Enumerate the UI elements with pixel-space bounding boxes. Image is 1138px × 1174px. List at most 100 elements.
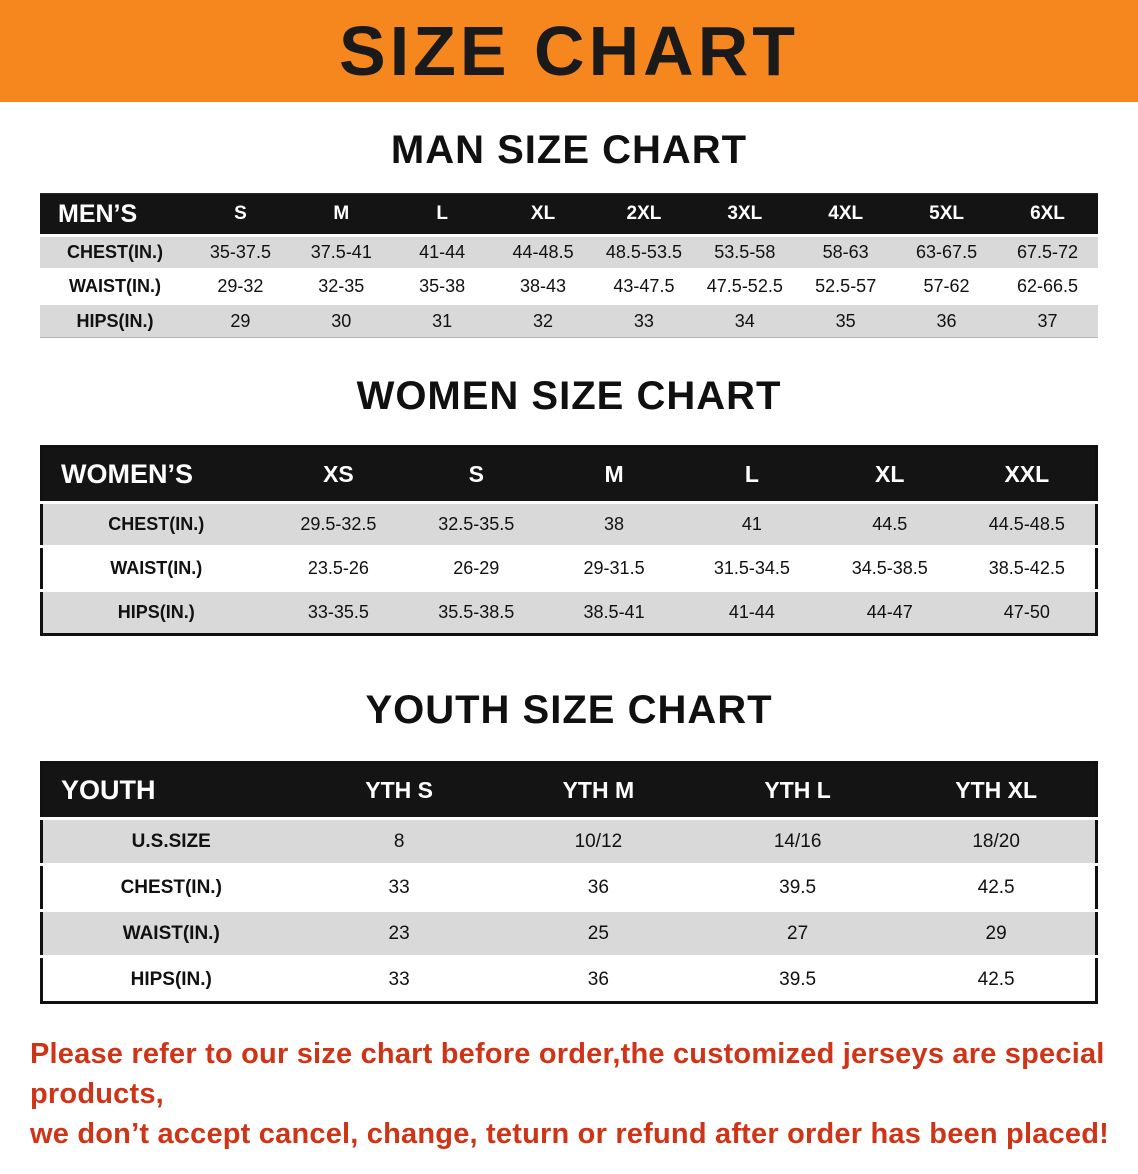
size-column-header: 5XL [896,193,997,236]
size-column-header: L [682,446,821,503]
measurement-value: 14/16 [773,830,822,852]
measurement-value: 29-32 [217,276,264,296]
measurement-value: 31.5-34.5 [713,558,790,578]
size-column-header: XL [820,446,959,503]
measurement-value: 26-29 [453,558,500,578]
measurement-value: 29-31.5 [583,558,645,578]
size-column-header: S [407,446,546,503]
measurement-value: 34.5-38.5 [851,558,928,578]
size-column-header: S [190,193,291,236]
size-column-header: YTH XL [897,762,1097,819]
measurement-value: 31 [432,310,453,331]
table-body: CHEST(IN.) 29.5-32.5 32.5-35.5 38 41 44.5 44.5… [41,502,1097,635]
women-size-table: WOMEN’S XS S M L XL XXL CHEST(IN.) 29.5-32.5 32.5… [40,445,1098,636]
measurement-value: 44.5 [872,514,908,534]
measurement-value: 35 [835,310,856,331]
table-title-cell: YOUTH [41,762,300,819]
measurement-value: 44-48.5 [512,242,574,262]
header-row: YOUTH YTH S YTH M YTH L YTH XL [41,762,1097,819]
measurement-value: 62-66.5 [1016,276,1079,296]
measurement-value: 27 [787,922,809,944]
youth-size-table: YOUTH YTH S YTH M YTH L YTH XL U.S.SIZE 8 10/12… [40,761,1098,1004]
youth-section-heading: YOUTH SIZE CHART [365,688,773,732]
youth-size-section: YOUTH SIZE CHART YOUTH YTH S YTH M YTH L YTH… [0,636,1138,1004]
measurement-value: 8 [393,830,405,852]
table-row: HIPS(IN.) 33 36 39.5 42.5 [41,956,1097,1003]
measurement-label: WAIST(IN.) [110,558,203,578]
size-column-header: YTH L [698,762,898,819]
measurement-value: 36 [587,876,609,898]
table-row: HIPS(IN.) 29 30 31 32 33 34 35 36 37 [40,303,1098,338]
measurement-value: 41-44 [419,242,466,262]
measurement-value: 30 [331,310,352,331]
measurement-value: 18/20 [972,830,1020,852]
table-header: MEN’S S M L XL 2XL 3XL 4XL 5XL 6XL [40,193,1098,236]
size-column-header: M [545,446,683,503]
disclaimer-text: Please refer to our size chart before or… [0,1004,1138,1174]
measurement-value: 32-35 [318,276,365,296]
measurement-value: 33 [633,310,654,331]
size-column-header: XL [492,193,594,236]
size-column-header: 6XL [997,193,1098,236]
table-header: WOMEN’S XS S M L XL XXL [41,446,1097,503]
measurement-value: 38-43 [520,276,567,296]
measurement-value: 42.5 [977,876,1015,898]
measurement-label: HIPS(IN.) [117,602,195,622]
measurement-value: 29 [230,310,251,331]
measurement-value: 44-47 [866,602,913,622]
table-row: HIPS(IN.) 33-35.5 35.5-38.5 38.5-41 41-44 44-… [41,590,1097,635]
size-column-header: XXL [958,446,1097,503]
measurement-value: 63-67.5 [916,242,978,262]
measurement-value: 32 [533,310,554,331]
table-title-cell: MEN’S [40,193,190,236]
measurement-value: 47-50 [1003,602,1050,622]
measurement-label: HIPS(IN.) [76,310,154,331]
table-header: YOUTH YTH S YTH M YTH L YTH XL [41,762,1097,819]
measurement-value: 41-44 [728,602,775,622]
measurement-value: 37.5-41 [310,242,372,262]
measurement-value: 35.5-38.5 [438,602,515,622]
measurement-value: 23 [388,922,410,944]
table-row: CHEST(IN.) 29.5-32.5 32.5-35.5 38 41 44.5 44.5… [41,502,1097,547]
size-column-header: 4XL [795,193,897,236]
women-size-section: WOMEN SIZE CHART WOMEN’S XS S M L XL XXL CHEST(… [0,338,1138,636]
measurement-value: 29.5-32.5 [300,514,377,534]
table-body: U.S.SIZE 8 10/12 14/16 18/20 CHEST(IN.) 33 36 39… [41,818,1097,1003]
measurement-value: 35-37.5 [209,242,271,262]
size-column-header: M [290,193,392,236]
measurement-value: 37 [1037,310,1058,331]
table-row: U.S.SIZE 8 10/12 14/16 18/20 [41,818,1097,865]
size-column-header: 2XL [593,193,695,236]
banner: SIZE CHART [0,0,1138,102]
measurement-value: 23.5-26 [307,558,369,578]
women-section-heading: WOMEN SIZE CHART [356,374,782,418]
measurement-value: 58-63 [822,242,869,262]
measurement-value: 38 [604,514,625,534]
disclaimer-line-1: Please refer to our size chart before or… [30,1038,1105,1110]
measurement-label: U.S.SIZE [131,830,211,852]
size-column-header: 3XL [694,193,796,236]
table-body: CHEST(IN.) 35-37.5 37.5-41 41-44 44-48.5 48.5… [40,235,1098,338]
measurement-value: 39.5 [779,876,817,898]
measurement-value: 52.5-57 [815,276,877,296]
measurement-value: 33-35.5 [307,602,369,622]
men-section-heading: MAN SIZE CHART [390,128,748,172]
table-row: CHEST(IN.) 33 36 39.5 42.5 [41,864,1097,911]
measurement-label: CHEST(IN.) [120,876,222,898]
measurement-value: 42.5 [977,968,1015,990]
measurement-value: 36 [936,310,957,331]
measurement-value: 48.5-53.5 [605,242,682,262]
measurement-value: 41 [741,514,762,534]
measurement-value: 57-62 [923,276,970,296]
measurement-value: 34 [734,310,755,331]
page-title: SIZE CHART [339,12,799,90]
table-row: WAIST(IN.) 23.5-26 26-29 29-31.5 31.5-34.5 34… [41,546,1097,591]
measurement-value: 38.5-41 [583,602,645,622]
table-row: WAIST(IN.) 29-32 32-35 35-38 38-43 43-47.5 47.… [40,269,1098,304]
measurement-value: 36 [587,968,609,990]
table-title-cell: WOMEN’S [41,446,270,503]
measurement-value: 25 [587,922,609,944]
measurement-value: 44.5-48.5 [988,514,1065,534]
measurement-label: WAIST(IN.) [69,276,161,296]
